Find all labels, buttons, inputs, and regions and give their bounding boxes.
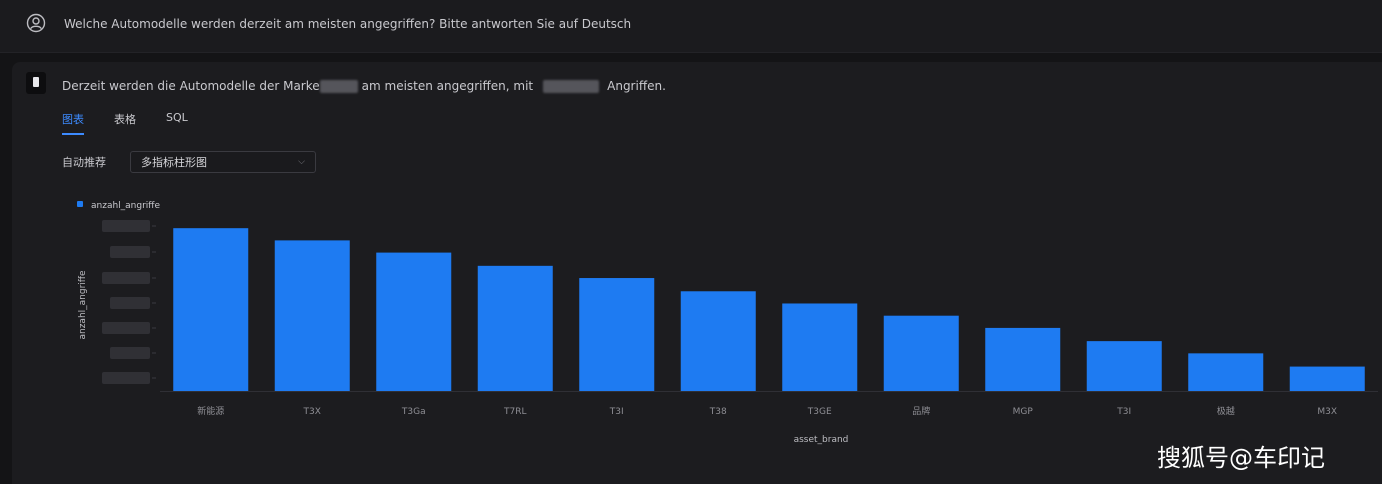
y-tick-label-redacted <box>110 347 150 359</box>
answer-text-before: Derzeit werden die Automodelle der Marke <box>62 79 320 93</box>
x-tick-label: T38 <box>709 407 727 417</box>
legend-label: anzahl_angriffe <box>91 201 160 211</box>
x-tick-label: T7RL <box>503 407 527 417</box>
chart-type-label: 自动推荐 <box>62 156 106 169</box>
chart-type-row: 自动推荐 多指标柱形图 ⌵ <box>62 151 316 173</box>
result-tabs: 图表 表格 SQL <box>62 111 188 135</box>
redacted-brand <box>319 79 358 93</box>
user-icon <box>26 13 46 33</box>
question-text: Welche Automodelle werden derzeit am mei… <box>64 17 632 31</box>
x-tick-label: T3GE <box>807 407 832 417</box>
bar-12 <box>1289 366 1365 391</box>
x-tick-label: T3I <box>1116 407 1131 417</box>
bar-3 <box>376 252 452 391</box>
tab-table[interactable]: 表格 <box>114 113 136 126</box>
y-tick-label-redacted <box>110 297 150 309</box>
x-tick-label: M3X <box>1317 407 1337 417</box>
y-tick-label-redacted <box>102 272 150 284</box>
x-tick-label: MGP <box>1013 407 1034 417</box>
x-tick-label: 极越 <box>1217 405 1235 417</box>
y-tick-label-redacted <box>102 322 150 334</box>
bar-1 <box>173 228 249 391</box>
x-tick-label: T3Ga <box>401 407 426 417</box>
answer-text-middle: am meisten angegriffen, mit <box>361 79 534 93</box>
chart-type-value: 多指标柱形图 <box>141 156 207 169</box>
x-tick-label: T3X <box>303 407 321 417</box>
y-tick-label-redacted <box>102 372 150 384</box>
bar-8 <box>883 315 959 391</box>
bot-icon <box>26 72 46 94</box>
bar-6 <box>680 291 756 391</box>
legend-swatch <box>77 201 83 207</box>
tab-chart[interactable]: 图表 <box>62 111 84 135</box>
bar-10 <box>1086 341 1162 391</box>
y-tick-label-redacted <box>102 220 150 232</box>
bar-11 <box>1188 353 1264 391</box>
chevron-down-icon: ⌵ <box>298 157 305 167</box>
tab-sql[interactable]: SQL <box>166 111 188 124</box>
y-tick-label-redacted <box>110 246 150 258</box>
y-axis-label: anzahl_angriffe <box>78 270 88 339</box>
redacted-count <box>543 79 600 93</box>
answer-text-after: Angriffen. <box>607 79 666 93</box>
question-bar: Welche Automodelle werden derzeit am mei… <box>0 0 1382 53</box>
bar-7 <box>782 303 858 391</box>
x-tick-label: 品牌 <box>912 405 930 417</box>
x-tick-label: T3I <box>609 407 624 417</box>
answer-text: Derzeit werden die Automodelle der Marke… <box>62 79 666 93</box>
x-axis-label: asset_brand <box>794 435 849 445</box>
bar-9 <box>985 327 1061 391</box>
bar-2 <box>274 240 350 391</box>
chart-type-select[interactable]: 多指标柱形图 ⌵ <box>130 151 316 173</box>
x-tick-label: 新能源 <box>197 405 224 417</box>
watermark: 搜狐号@车印记 <box>1157 444 1325 472</box>
bar-4 <box>477 265 553 391</box>
bar-5 <box>579 278 655 391</box>
